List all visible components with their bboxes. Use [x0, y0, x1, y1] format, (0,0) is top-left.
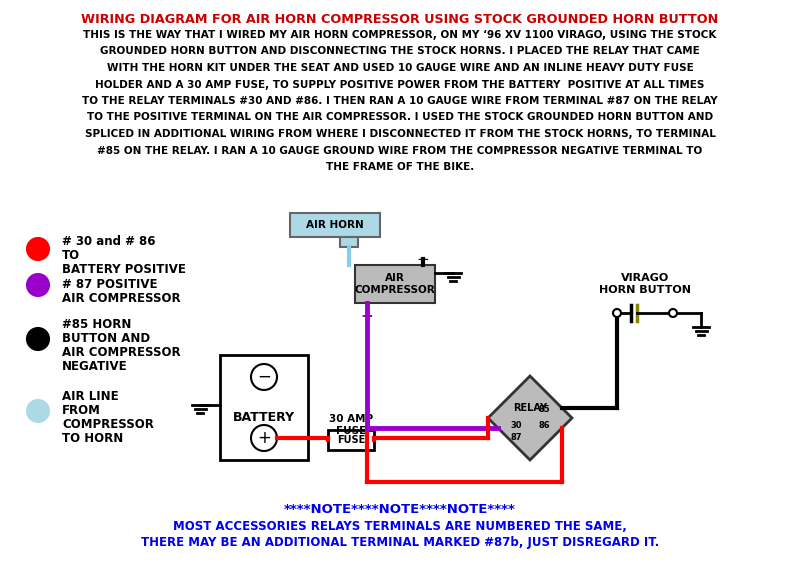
Text: TO THE POSITIVE TERMINAL ON THE AIR COMPRESSOR. I USED THE STOCK GROUNDED HORN B: TO THE POSITIVE TERMINAL ON THE AIR COMP…: [87, 113, 713, 123]
Text: TO THE RELAY TERMINALS #30 AND #86. I THEN RAN A 10 GAUGE WIRE FROM TERMINAL #87: TO THE RELAY TERMINALS #30 AND #86. I TH…: [82, 96, 718, 106]
Text: THERE MAY BE AN ADDITIONAL TERMINAL MARKED #87b, JUST DISREGARD IT.: THERE MAY BE AN ADDITIONAL TERMINAL MARK…: [141, 536, 659, 549]
Text: +: +: [257, 429, 271, 447]
FancyBboxPatch shape: [355, 265, 435, 303]
Text: MOST ACCESSORIES RELAYS TERMINALS ARE NUMBERED THE SAME,: MOST ACCESSORIES RELAYS TERMINALS ARE NU…: [173, 520, 627, 533]
Text: VIRAGO
HORN BUTTON: VIRAGO HORN BUTTON: [599, 274, 691, 295]
Circle shape: [251, 364, 277, 390]
Text: THIS IS THE WAY THAT I WIRED MY AIR HORN COMPRESSOR, ON MY ‘96 XV 1100 VIRAGO, U: THIS IS THE WAY THAT I WIRED MY AIR HORN…: [83, 30, 717, 40]
Text: # 87 POSITIVE: # 87 POSITIVE: [62, 278, 158, 291]
Text: SPLICED IN ADDITIONAL WIRING FROM WHERE I DISCONNECTED IT FROM THE STOCK HORNS, : SPLICED IN ADDITIONAL WIRING FROM WHERE …: [85, 129, 715, 139]
Circle shape: [27, 274, 49, 296]
Text: WIRING DIAGRAM FOR AIR HORN COMPRESSOR USING STOCK GROUNDED HORN BUTTON: WIRING DIAGRAM FOR AIR HORN COMPRESSOR U…: [82, 13, 718, 26]
Text: THE FRAME OF THE BIKE.: THE FRAME OF THE BIKE.: [326, 162, 474, 172]
Text: 30 AMP
FUSE: 30 AMP FUSE: [329, 414, 373, 436]
Text: 87: 87: [510, 433, 522, 443]
Circle shape: [27, 400, 49, 422]
Text: BATTERY: BATTERY: [233, 411, 295, 424]
Text: FROM: FROM: [62, 404, 101, 417]
Circle shape: [669, 309, 677, 317]
Text: ****NOTE****NOTE****NOTE****: ****NOTE****NOTE****NOTE****: [284, 503, 516, 516]
Text: 86: 86: [538, 421, 550, 431]
FancyBboxPatch shape: [290, 213, 380, 237]
Text: #85 ON THE RELAY. I RAN A 10 GAUGE GROUND WIRE FROM THE COMPRESSOR NEGATIVE TERM: #85 ON THE RELAY. I RAN A 10 GAUGE GROUN…: [98, 145, 702, 156]
Circle shape: [27, 328, 49, 350]
FancyBboxPatch shape: [340, 237, 358, 247]
Text: #85 HORN: #85 HORN: [62, 318, 131, 331]
Text: HOLDER AND A 30 AMP FUSE, TO SUPPLY POSITIVE POWER FROM THE BATTERY  POSITIVE AT: HOLDER AND A 30 AMP FUSE, TO SUPPLY POSI…: [95, 80, 705, 89]
Text: NEGATIVE: NEGATIVE: [62, 360, 128, 373]
Text: 85: 85: [538, 406, 550, 414]
Text: AIR LINE: AIR LINE: [62, 390, 118, 403]
Text: BUTTON AND: BUTTON AND: [62, 332, 150, 345]
Text: WITH THE HORN KIT UNDER THE SEAT AND USED 10 GAUGE WIRE AND AN INLINE HEAVY DUTY: WITH THE HORN KIT UNDER THE SEAT AND USE…: [106, 63, 694, 73]
Circle shape: [27, 238, 49, 260]
Text: +: +: [361, 309, 374, 324]
FancyBboxPatch shape: [220, 355, 308, 460]
Polygon shape: [488, 376, 572, 460]
Text: TO: TO: [62, 249, 80, 262]
Text: AIR
COMPRESSOR: AIR COMPRESSOR: [354, 273, 435, 295]
Circle shape: [613, 309, 621, 317]
Text: −: −: [417, 252, 430, 267]
Text: TO HORN: TO HORN: [62, 432, 123, 445]
Text: AIR COMPRESSOR: AIR COMPRESSOR: [62, 346, 181, 359]
Text: FUSE: FUSE: [337, 435, 365, 445]
Circle shape: [251, 425, 277, 451]
Text: AIR HORN: AIR HORN: [306, 220, 364, 230]
Text: COMPRESSOR: COMPRESSOR: [62, 418, 154, 431]
Text: −: −: [257, 368, 271, 386]
Text: 30: 30: [510, 421, 522, 431]
Text: BATTERY POSITIVE: BATTERY POSITIVE: [62, 263, 186, 276]
Text: # 30 and # 86: # 30 and # 86: [62, 235, 155, 248]
Text: AIR COMPRESSOR: AIR COMPRESSOR: [62, 292, 181, 305]
FancyBboxPatch shape: [328, 430, 374, 450]
Text: RELAY: RELAY: [513, 403, 547, 413]
Text: GROUNDED HORN BUTTON AND DISCONNECTING THE STOCK HORNS. I PLACED THE RELAY THAT : GROUNDED HORN BUTTON AND DISCONNECTING T…: [100, 46, 700, 56]
